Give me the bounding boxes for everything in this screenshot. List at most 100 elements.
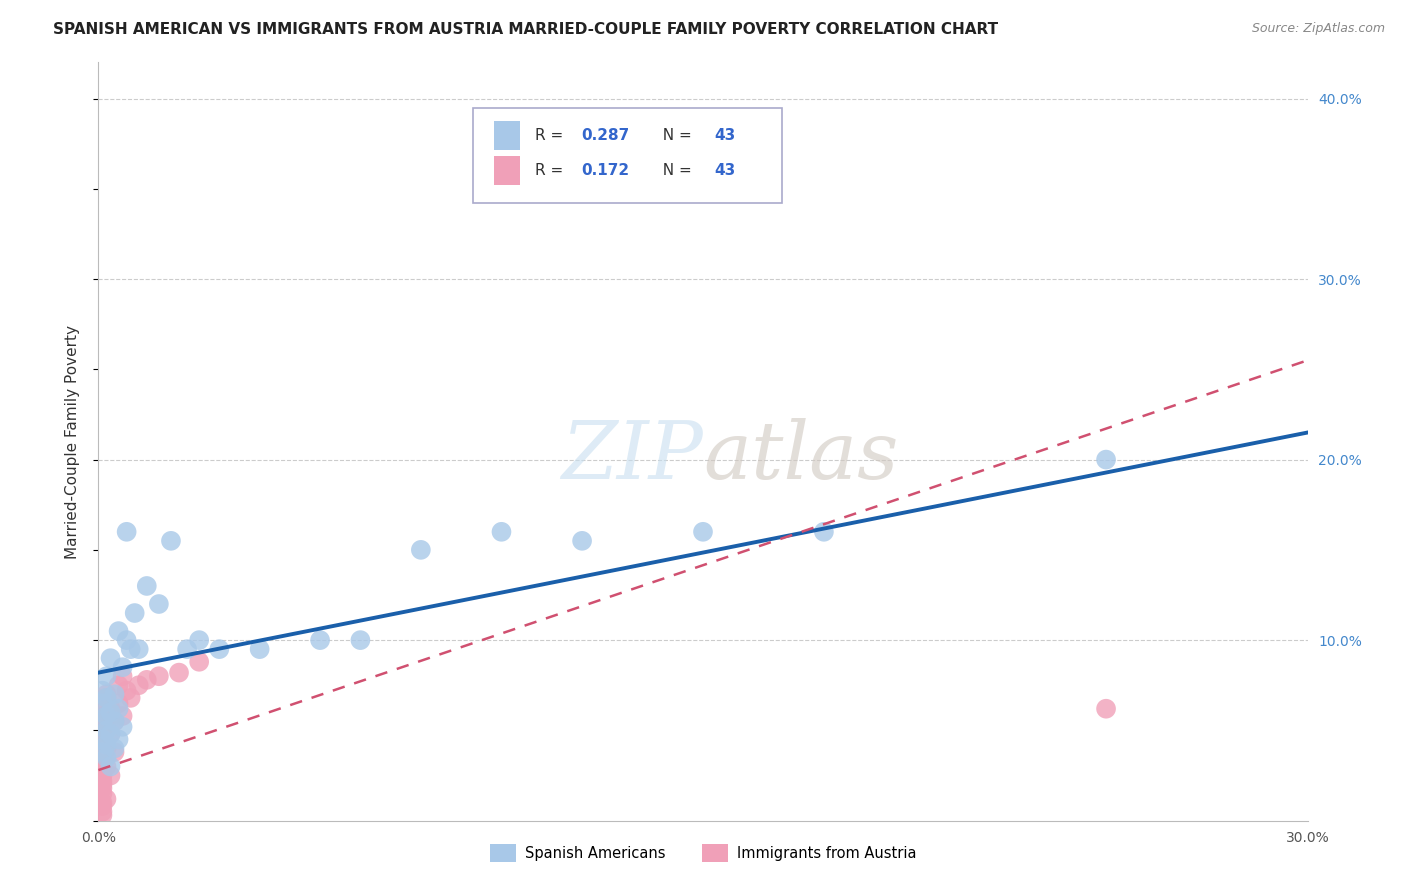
Point: [91, 738, 114, 752]
Point: [96, 687, 118, 701]
Point: [120, 690, 142, 705]
Point: [96, 738, 118, 752]
Point: [115, 633, 138, 648]
Point: [91, 763, 114, 777]
Point: [148, 597, 170, 611]
Point: [91, 732, 114, 747]
Point: [309, 633, 332, 648]
Point: [91, 732, 114, 747]
Text: 43: 43: [714, 128, 735, 143]
Point: [135, 579, 157, 593]
Point: [491, 524, 513, 539]
Point: [100, 702, 122, 716]
Point: [409, 542, 432, 557]
Point: [103, 714, 125, 729]
Point: [91, 796, 114, 810]
Y-axis label: Married-Couple Family Poverty: Married-Couple Family Poverty: [65, 325, 80, 558]
Point: [128, 678, 150, 692]
Point: [91, 805, 114, 819]
Point: [100, 651, 122, 665]
Point: [91, 727, 114, 741]
Point: [91, 773, 114, 788]
Point: [176, 642, 198, 657]
Text: R =: R =: [534, 128, 568, 143]
Point: [91, 787, 114, 801]
Point: [111, 669, 134, 683]
Point: [103, 714, 125, 729]
Point: [107, 678, 129, 692]
Point: [107, 702, 129, 716]
Point: [96, 723, 118, 738]
Point: [103, 687, 125, 701]
Point: [111, 709, 134, 723]
Point: [100, 727, 122, 741]
Point: [208, 642, 231, 657]
Point: [135, 673, 157, 687]
Point: [91, 750, 114, 764]
Point: [91, 768, 114, 782]
Point: [160, 533, 183, 548]
Point: [91, 696, 114, 710]
Point: [100, 706, 122, 720]
Point: [188, 633, 211, 648]
Point: [571, 533, 593, 548]
Point: [91, 714, 114, 729]
Point: [91, 745, 114, 759]
Point: [91, 799, 114, 814]
Point: [91, 706, 114, 720]
Point: [103, 745, 125, 759]
Point: [96, 750, 118, 764]
Point: [91, 756, 114, 770]
Text: ZIP: ZIP: [561, 418, 703, 495]
Point: [96, 669, 118, 683]
Point: [91, 778, 114, 792]
Legend: Spanish Americans, Immigrants from Austria: Spanish Americans, Immigrants from Austr…: [484, 838, 922, 868]
Point: [107, 696, 129, 710]
Point: [96, 690, 118, 705]
Point: [349, 633, 371, 648]
Point: [91, 714, 114, 729]
Point: [91, 683, 114, 698]
Point: [111, 660, 134, 674]
Point: [91, 745, 114, 759]
Bar: [494, 156, 520, 186]
Point: [148, 669, 170, 683]
Text: SPANISH AMERICAN VS IMMIGRANTS FROM AUSTRIA MARRIED-COUPLE FAMILY POVERTY CORREL: SPANISH AMERICAN VS IMMIGRANTS FROM AUST…: [53, 22, 998, 37]
Bar: [494, 120, 520, 150]
Point: [96, 741, 118, 756]
Point: [249, 642, 271, 657]
Point: [91, 808, 114, 822]
Point: [96, 714, 118, 729]
Text: atlas: atlas: [703, 418, 898, 495]
FancyBboxPatch shape: [474, 108, 782, 202]
Point: [115, 683, 138, 698]
Point: [96, 792, 118, 806]
Point: [100, 759, 122, 773]
Point: [96, 690, 118, 705]
Point: [111, 720, 134, 734]
Point: [96, 709, 118, 723]
Point: [100, 768, 122, 782]
Point: [107, 624, 129, 639]
Point: [188, 655, 211, 669]
Point: [115, 524, 138, 539]
Point: [96, 759, 118, 773]
Point: [91, 781, 114, 796]
Point: [124, 606, 146, 620]
Text: 0.287: 0.287: [581, 128, 628, 143]
Point: [1095, 702, 1118, 716]
Point: [103, 741, 125, 756]
Point: [91, 720, 114, 734]
Point: [100, 727, 122, 741]
Text: N =: N =: [654, 128, 697, 143]
Point: [128, 642, 150, 657]
Point: [1095, 452, 1118, 467]
Point: [167, 665, 190, 680]
Point: [813, 524, 835, 539]
Text: 0.172: 0.172: [581, 163, 628, 178]
Point: [692, 524, 714, 539]
Point: [107, 732, 129, 747]
Text: R =: R =: [534, 163, 568, 178]
Text: N =: N =: [654, 163, 697, 178]
Text: 43: 43: [714, 163, 735, 178]
